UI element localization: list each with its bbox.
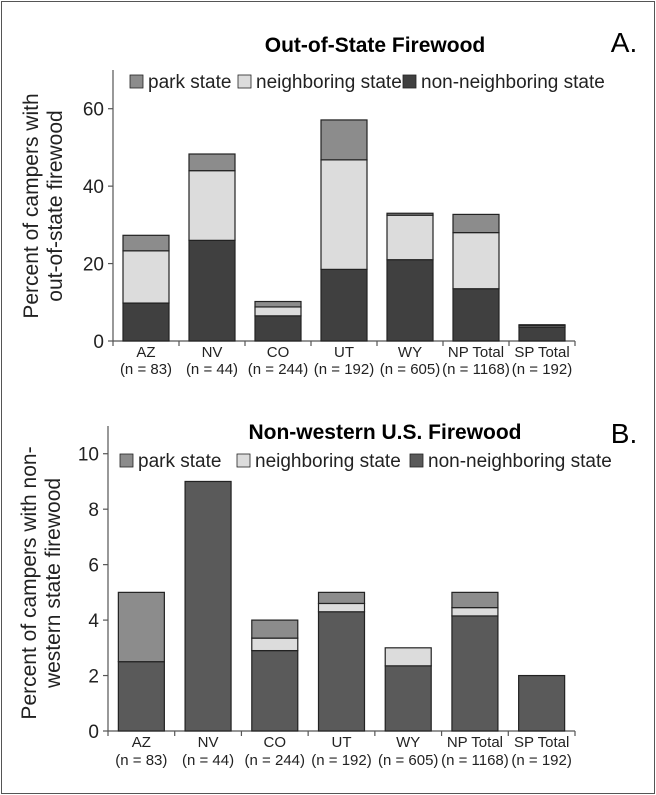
chart-a-legend-label: neighboring state: [256, 72, 402, 93]
chart-a-legend-label: park state: [148, 72, 231, 93]
chart-b-y-axis-title: Percent of campers with non- western sta…: [18, 446, 65, 719]
chart-b-y-tick-label: 8: [88, 500, 99, 521]
chart-b-x-sample-size-label: (n = 192): [511, 752, 571, 769]
chart-a-legend-swatch: [237, 74, 252, 89]
chart-b-x-category-label: NV: [198, 734, 219, 751]
chart-b-panel-label: B.: [611, 418, 637, 449]
chart-b-x-sample-size-label: (n = 83): [115, 752, 167, 769]
chart-a-legend-label: non-neighboring state: [421, 72, 605, 93]
chart-b-bar-neighboring: [317, 602, 366, 613]
chart-a-bar-non-neighboring: [452, 288, 500, 342]
chart-a-bar-park-state: [320, 119, 368, 161]
chart-a-bar-neighboring: [254, 306, 302, 317]
chart-b-legend-swatch: [409, 453, 424, 468]
chart-b-plot: 0 2 4 6 8 10 AZ(n = 83) NV(n = 44) CO(n = 244) UT…: [78, 426, 612, 769]
chart-a-bar-non-neighboring: [518, 326, 566, 342]
chart-b-x-category-label: WY: [396, 734, 420, 751]
chart-a-bar-park-state: [188, 153, 236, 172]
chart-b-bar-park-state: [451, 591, 499, 609]
chart-a-x-category-label: NP Total: [448, 344, 504, 361]
chart-a-bar-park-state: [254, 300, 302, 308]
chart-b-bar-non-neighboring: [451, 615, 499, 732]
chart-b-bar-non-neighboring: [184, 480, 232, 732]
chart-a-x-sample-size-label: (n = 1168): [442, 361, 510, 378]
chart-b-bar-park-state: [317, 591, 366, 605]
chart-a-bar-neighboring: [188, 170, 236, 241]
chart-a-x-sample-size-label: (n = 192): [512, 361, 572, 378]
chart-a-bar-park-state: [452, 213, 500, 234]
chart-b-y-tick-label: 10: [78, 445, 99, 466]
chart-a-x-sample-size-label: (n = 192): [314, 361, 374, 378]
chart-b-x-category-label: AZ: [132, 734, 151, 751]
chart-a-y-tick-label: 0: [93, 332, 104, 353]
chart-b-x-category-label: NP Total: [447, 734, 503, 751]
chart-a-y-tick-label: 60: [83, 100, 104, 121]
chart-b-legend-swatch: [119, 453, 134, 468]
chart-a-bar-neighboring: [452, 232, 500, 290]
chart-a-bar-non-neighboring: [122, 302, 170, 342]
chart-a-y-tick-label: 20: [83, 255, 104, 276]
chart-a-x-category-label: UT: [334, 344, 354, 361]
chart-a-x-sample-size-label: (n = 44): [186, 361, 238, 378]
chart-a-bar-park-state: [386, 212, 434, 216]
chart-b-y-tick-label: 6: [88, 556, 99, 577]
chart-b-bar-non-neighboring: [384, 665, 432, 732]
chart-a-x-category-label: NV: [202, 344, 223, 361]
chart-a-bar-park-state: [122, 234, 170, 252]
chart-b-x-sample-size-label: (n = 244): [245, 752, 305, 769]
chart-a-bar-non-neighboring: [386, 259, 434, 342]
chart-a-y-axis-title-line2: out-of-state firewood: [44, 110, 67, 301]
chart-b-legend-swatch: [236, 453, 251, 468]
chart-b-y-axis-title-line1: Percent of campers with non-: [18, 446, 41, 719]
chart-a-legend-swatch: [402, 74, 417, 89]
chart-a-x-sample-size-label: (n = 605): [380, 361, 440, 378]
chart-a-panel-label: A.: [611, 27, 637, 58]
chart-a-bar-park-state: [518, 324, 566, 327]
chart-b-bar-park-state: [117, 591, 165, 663]
chart-a-x-category-label: SP Total: [514, 344, 569, 361]
chart-b-bar-non-neighboring: [518, 674, 566, 732]
chart-a-bar-non-neighboring: [254, 315, 302, 342]
chart-b-legend-label: non-neighboring state: [428, 451, 612, 472]
chart-b-title: Non-western U.S. Firewood: [248, 421, 521, 444]
chart-a-x-category-label: AZ: [136, 344, 155, 361]
chart-b-y-axis-title-line2: western state firewood: [42, 478, 65, 689]
chart-b-bar-neighboring: [251, 637, 299, 652]
chart-a-x-sample-size-label: (n = 244): [248, 361, 308, 378]
chart-b-y-tick-label: 0: [88, 722, 99, 743]
chart-b-y-tick-label: 2: [88, 667, 99, 688]
chart-b-bar-non-neighboring: [317, 611, 366, 732]
chart-a-x-sample-size-label: (n = 83): [120, 361, 172, 378]
chart-a-legend-swatch: [129, 74, 144, 89]
chart-a-y-axis-title-line1: Percent of campers with: [20, 93, 43, 318]
chart-a-bar-non-neighboring: [188, 239, 236, 342]
chart-a-plot: 0 20 40 60 AZ(n = 83) NV(n = 44) CO(n = 244) UT…: [83, 70, 605, 378]
chart-b-bar-non-neighboring: [251, 649, 299, 732]
chart-b-x-category-label: CO: [264, 734, 287, 751]
chart-a-y-axis-title: Percent of campers with out-of-state fir…: [20, 93, 67, 318]
chart-b-x-sample-size-label: (n = 605): [378, 752, 438, 769]
chart-b-legend-label: park state: [138, 451, 221, 472]
chart-a-bar-neighboring: [386, 214, 434, 261]
chart-a-x-category-label: CO: [267, 344, 290, 361]
chart-b-bar-neighboring: [451, 607, 499, 617]
chart-b-bar-non-neighboring: [117, 661, 165, 732]
chart-a-bar-non-neighboring: [320, 268, 368, 342]
chart-b-x-category-label: UT: [332, 734, 352, 751]
chart-b-bar-park-state: [251, 619, 299, 639]
chart-b-y-tick-label: 4: [88, 611, 99, 632]
chart-b-x-category-label: SP Total: [514, 734, 569, 751]
chart-a-title: Out-of-State Firewood: [265, 34, 485, 57]
chart-a-y-tick-label: 40: [83, 177, 104, 198]
chart-b-bar-neighboring: [384, 647, 432, 667]
chart-b-x-sample-size-label: (n = 192): [311, 752, 371, 769]
chart-a-bar-neighboring: [320, 159, 368, 270]
chart-a-bar-neighboring: [122, 250, 170, 304]
chart-b-legend-label: neighboring state: [255, 451, 401, 472]
chart-b-x-sample-size-label: (n = 1168): [441, 752, 509, 769]
chart-a-x-category-label: WY: [398, 344, 422, 361]
chart-b-x-sample-size-label: (n = 44): [182, 752, 234, 769]
